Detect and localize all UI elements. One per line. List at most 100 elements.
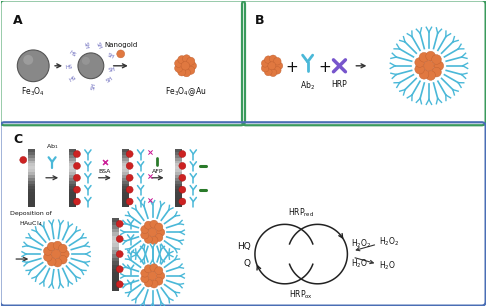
Bar bbox=[175, 166, 182, 170]
Circle shape bbox=[144, 235, 152, 243]
Bar bbox=[28, 204, 35, 207]
Bar bbox=[70, 186, 76, 190]
Text: Ab$_1$: Ab$_1$ bbox=[46, 142, 58, 151]
Circle shape bbox=[187, 66, 195, 74]
Circle shape bbox=[419, 69, 429, 79]
Bar bbox=[175, 161, 182, 164]
Circle shape bbox=[275, 62, 283, 70]
Bar bbox=[112, 283, 119, 287]
Circle shape bbox=[23, 55, 33, 65]
Circle shape bbox=[157, 228, 165, 236]
Circle shape bbox=[43, 253, 52, 261]
Circle shape bbox=[183, 55, 190, 63]
Bar bbox=[175, 184, 182, 187]
Bar bbox=[122, 189, 129, 193]
Bar bbox=[28, 166, 35, 170]
Circle shape bbox=[175, 64, 183, 72]
Bar bbox=[175, 189, 182, 193]
Bar bbox=[28, 158, 35, 161]
Bar bbox=[112, 254, 119, 258]
Circle shape bbox=[179, 186, 186, 193]
Bar bbox=[70, 201, 76, 204]
Bar bbox=[112, 222, 119, 226]
Circle shape bbox=[126, 150, 133, 157]
Text: Ab$_2$: Ab$_2$ bbox=[300, 80, 315, 92]
Circle shape bbox=[426, 51, 435, 61]
Bar bbox=[175, 192, 182, 196]
Bar bbox=[122, 152, 129, 155]
Circle shape bbox=[126, 174, 133, 181]
Bar bbox=[28, 178, 35, 181]
Bar bbox=[112, 232, 119, 236]
Bar bbox=[175, 201, 182, 204]
Circle shape bbox=[148, 272, 157, 280]
Bar bbox=[28, 163, 35, 167]
Circle shape bbox=[269, 69, 277, 76]
Bar bbox=[70, 192, 76, 196]
Circle shape bbox=[187, 57, 195, 65]
Bar bbox=[175, 158, 182, 161]
Bar bbox=[122, 204, 129, 207]
Bar bbox=[70, 169, 76, 173]
Circle shape bbox=[47, 257, 56, 266]
Bar bbox=[175, 155, 182, 158]
Bar bbox=[28, 201, 35, 204]
Bar bbox=[70, 178, 76, 181]
Bar bbox=[70, 181, 76, 184]
Circle shape bbox=[150, 264, 158, 272]
Text: A: A bbox=[13, 14, 23, 27]
Bar bbox=[112, 261, 119, 266]
Text: BSA: BSA bbox=[98, 169, 111, 174]
Circle shape bbox=[431, 55, 441, 64]
Bar bbox=[112, 247, 119, 251]
Circle shape bbox=[141, 231, 149, 239]
Bar bbox=[28, 195, 35, 198]
Bar bbox=[175, 152, 182, 155]
Circle shape bbox=[179, 150, 186, 157]
Text: HS: HS bbox=[65, 64, 73, 70]
Circle shape bbox=[262, 64, 269, 72]
Circle shape bbox=[74, 174, 80, 181]
Bar bbox=[112, 236, 119, 240]
Text: SH: SH bbox=[108, 67, 116, 73]
Bar bbox=[122, 195, 129, 198]
Circle shape bbox=[126, 198, 133, 205]
Circle shape bbox=[74, 150, 80, 157]
Circle shape bbox=[178, 56, 186, 64]
Circle shape bbox=[60, 250, 69, 258]
Bar bbox=[175, 149, 182, 152]
Circle shape bbox=[74, 162, 80, 169]
Circle shape bbox=[53, 241, 62, 250]
Bar bbox=[122, 163, 129, 167]
Text: Fe$_3$O$_4$@Au: Fe$_3$O$_4$@Au bbox=[165, 86, 206, 98]
Bar bbox=[112, 269, 119, 273]
Text: HAuCl$_4$: HAuCl$_4$ bbox=[19, 220, 43, 228]
Circle shape bbox=[116, 281, 123, 288]
Bar bbox=[28, 186, 35, 190]
Bar bbox=[70, 204, 76, 207]
Circle shape bbox=[181, 61, 189, 70]
Text: AFP: AFP bbox=[152, 169, 163, 174]
Text: SH: SH bbox=[105, 76, 114, 84]
Bar bbox=[70, 184, 76, 187]
Bar bbox=[122, 198, 129, 201]
Bar bbox=[28, 184, 35, 187]
Circle shape bbox=[116, 251, 123, 258]
Bar bbox=[122, 166, 129, 170]
Text: Deposition of: Deposition of bbox=[10, 212, 52, 216]
Bar bbox=[28, 155, 35, 158]
Text: +: + bbox=[285, 60, 298, 75]
Bar bbox=[70, 175, 76, 178]
Circle shape bbox=[117, 50, 125, 58]
Circle shape bbox=[58, 244, 67, 253]
Bar bbox=[122, 178, 129, 181]
Circle shape bbox=[179, 162, 186, 169]
Text: H$_2$O: H$_2$O bbox=[379, 260, 396, 272]
Text: SH: SH bbox=[95, 42, 103, 50]
Circle shape bbox=[18, 50, 49, 82]
Circle shape bbox=[116, 235, 123, 243]
Circle shape bbox=[58, 255, 67, 264]
Bar bbox=[28, 169, 35, 173]
Circle shape bbox=[150, 220, 158, 228]
Text: HRP$_{\rm ox}$: HRP$_{\rm ox}$ bbox=[289, 289, 313, 301]
